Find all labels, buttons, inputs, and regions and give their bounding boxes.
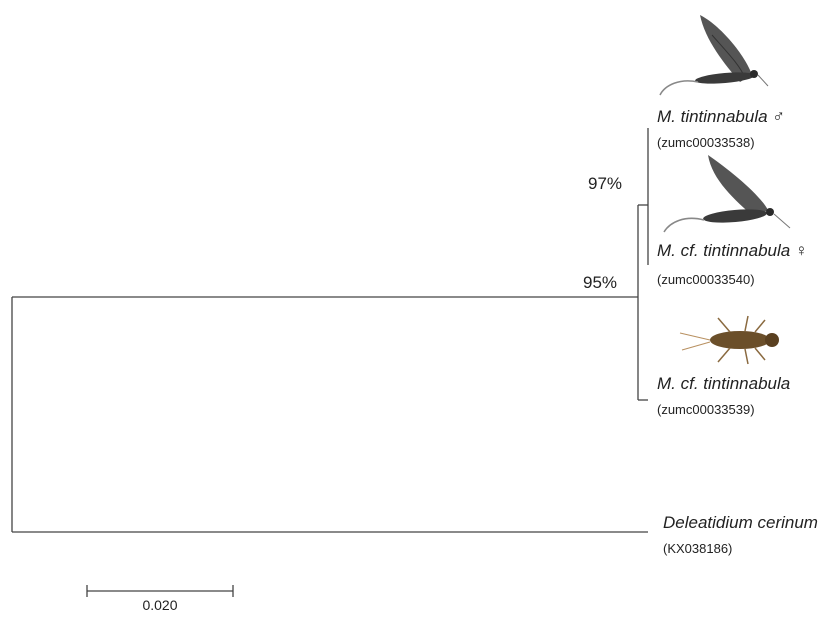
taxon-name: M. cf. tintinnabula ♀: [657, 241, 808, 260]
nymph-image: [679, 315, 779, 365]
accession: (zumc00033540): [657, 272, 755, 287]
taxon-name: Deleatidium cerinum: [663, 513, 818, 532]
accession: (KX038186): [663, 541, 732, 556]
adult-female-image: [663, 155, 791, 233]
taxon-name: M. tintinnabula ♂: [657, 107, 785, 126]
tree-branches: [11, 128, 649, 533]
accession: (zumc00033538): [657, 135, 755, 150]
scale-label: 0.020: [142, 597, 177, 613]
support-value: 95%: [583, 273, 617, 292]
support-value: 97%: [588, 174, 622, 193]
scale-bar: [86, 585, 234, 597]
taxon-name: M. cf. tintinnabula: [657, 374, 790, 393]
accession: (zumc00033539): [657, 402, 755, 417]
adult-male-image: [659, 15, 769, 96]
